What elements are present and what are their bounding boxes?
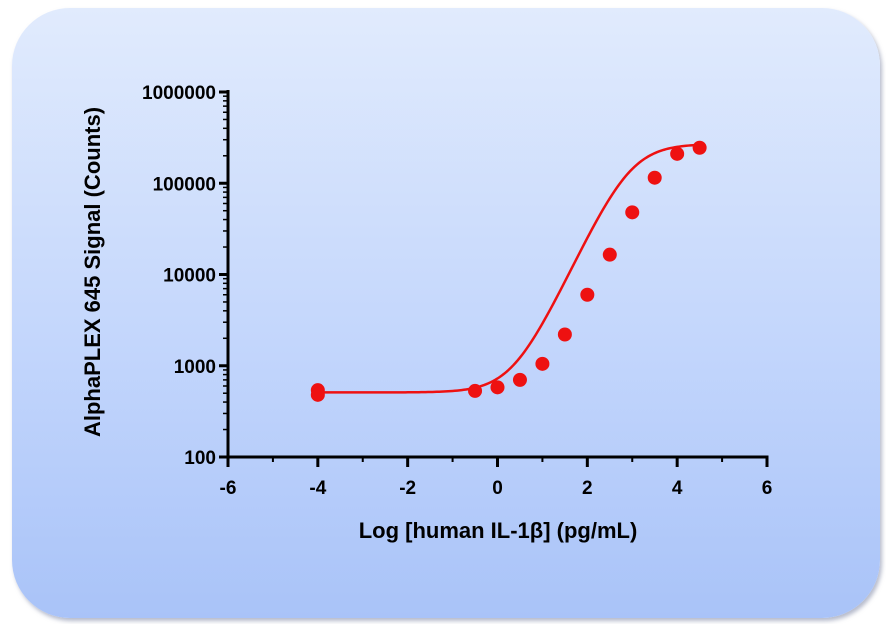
data-point (512, 372, 527, 387)
x-tick-label: 0 (492, 478, 503, 499)
data-point (670, 146, 685, 161)
data-point (580, 287, 595, 302)
y-axis-label: AlphaPLEX 645 Signal (Counts) (80, 107, 105, 437)
fit-curve (317, 143, 700, 394)
y-tick-label: 100000 (153, 174, 216, 195)
data-point (692, 140, 707, 155)
y-tick-label: 1000000 (142, 83, 216, 104)
x-tick-label: -2 (399, 478, 416, 499)
x-tick-label: -4 (309, 478, 326, 499)
y-tick-label: 1000 (174, 357, 216, 378)
data-point (557, 327, 572, 342)
data-points (310, 140, 707, 402)
y-tick-label: 10000 (163, 266, 216, 287)
x-tick-label: 2 (582, 478, 593, 499)
data-point (647, 170, 662, 185)
x-axis-label: Log [human IL-1β] (pg/mL) (359, 518, 638, 543)
data-point (310, 387, 325, 402)
x-tick-label: 6 (762, 478, 773, 499)
data-point (490, 380, 505, 395)
fit-curve-group (317, 143, 700, 394)
data-point (535, 356, 550, 371)
data-point (625, 205, 640, 220)
chart-panel (12, 8, 880, 618)
data-point (468, 383, 483, 398)
x-tick-label: 4 (672, 478, 683, 499)
x-tick-label: -6 (220, 478, 237, 499)
y-tick-label: 100 (184, 448, 216, 469)
tick-group: -6 -4 -2 0 2 4 6 100 1000 10000 100000 1000000 (142, 83, 772, 499)
data-point (602, 247, 617, 262)
